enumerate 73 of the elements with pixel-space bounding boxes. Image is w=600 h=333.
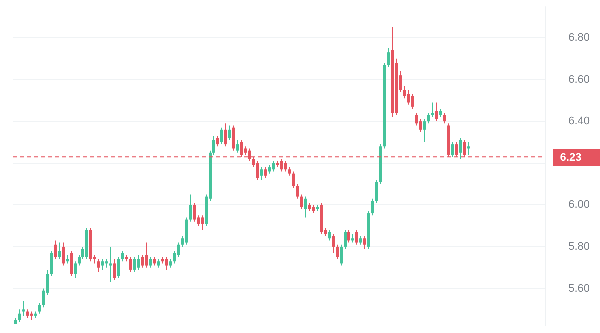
y-tick-label: 5.60 bbox=[568, 282, 590, 295]
candlestick bbox=[62, 242, 65, 266]
candlestick bbox=[292, 171, 295, 189]
candlestick bbox=[328, 230, 331, 242]
candlestick bbox=[141, 254, 144, 268]
candlestick bbox=[296, 184, 299, 200]
candlestick bbox=[232, 125, 235, 152]
candlestick bbox=[411, 94, 414, 110]
candlestick bbox=[431, 102, 434, 118]
candlestick bbox=[18, 309, 21, 323]
candlestick bbox=[177, 242, 180, 258]
candlestick bbox=[133, 256, 136, 273]
candlestick bbox=[224, 123, 227, 148]
y-tick-label: 6.00 bbox=[568, 199, 590, 212]
candlestick bbox=[443, 112, 446, 124]
ref-line-label: 6.23 bbox=[560, 152, 582, 164]
candlestick bbox=[113, 259, 116, 281]
candlestick bbox=[256, 160, 259, 181]
candlestick bbox=[344, 230, 347, 250]
candlestick bbox=[427, 112, 430, 124]
candlestick bbox=[435, 102, 438, 122]
candlestick bbox=[117, 256, 120, 279]
candlestick bbox=[371, 198, 374, 216]
y-tick-label: 5.80 bbox=[568, 241, 590, 254]
candlestick bbox=[201, 215, 204, 231]
candlestick bbox=[387, 48, 390, 68]
candlestick bbox=[336, 244, 339, 260]
candlestick bbox=[137, 254, 140, 270]
candlestick bbox=[38, 302, 41, 314]
candlestick bbox=[193, 202, 196, 222]
candlestick bbox=[423, 118, 426, 143]
candlestick bbox=[145, 242, 148, 268]
candlestick bbox=[149, 256, 152, 268]
candlestick bbox=[415, 112, 418, 126]
y-tick-label: 6.40 bbox=[568, 116, 590, 128]
candlestick bbox=[332, 234, 335, 254]
candlestick bbox=[236, 140, 239, 154]
candlestick bbox=[129, 256, 132, 273]
candlestick bbox=[220, 127, 223, 146]
candlestick bbox=[419, 118, 422, 133]
candlestick bbox=[70, 250, 73, 277]
candlestick bbox=[121, 250, 124, 262]
candlestick bbox=[185, 217, 188, 246]
candlestick bbox=[74, 261, 77, 279]
y-tick-label: 6.60 bbox=[568, 74, 590, 86]
candlestick bbox=[340, 244, 343, 266]
y-tick-label: 6.80 bbox=[568, 32, 590, 44]
candlestick bbox=[97, 259, 100, 273]
candlestick bbox=[407, 90, 410, 106]
candlestick bbox=[363, 236, 366, 250]
candlestick bbox=[467, 142, 470, 156]
candlestick bbox=[165, 256, 168, 270]
candlestick bbox=[284, 160, 287, 172]
candlestick bbox=[451, 142, 454, 158]
candlestick bbox=[189, 194, 192, 222]
candlestick bbox=[272, 160, 275, 172]
candlestick bbox=[300, 194, 303, 210]
candlestick bbox=[50, 250, 53, 277]
candlestick bbox=[260, 167, 263, 181]
candlestick bbox=[22, 300, 25, 316]
candlestick bbox=[109, 246, 112, 284]
candlestick bbox=[264, 167, 267, 178]
candlestick bbox=[54, 240, 57, 260]
candlestick bbox=[228, 125, 231, 141]
candlestick bbox=[403, 86, 406, 100]
candlestick bbox=[58, 242, 61, 260]
candlestick bbox=[459, 138, 462, 160]
candlestick bbox=[216, 136, 219, 148]
candlestick bbox=[304, 196, 307, 218]
candlestick bbox=[101, 259, 104, 270]
candlestick bbox=[347, 230, 350, 244]
candlestick bbox=[355, 230, 358, 246]
candlestick bbox=[375, 180, 378, 204]
